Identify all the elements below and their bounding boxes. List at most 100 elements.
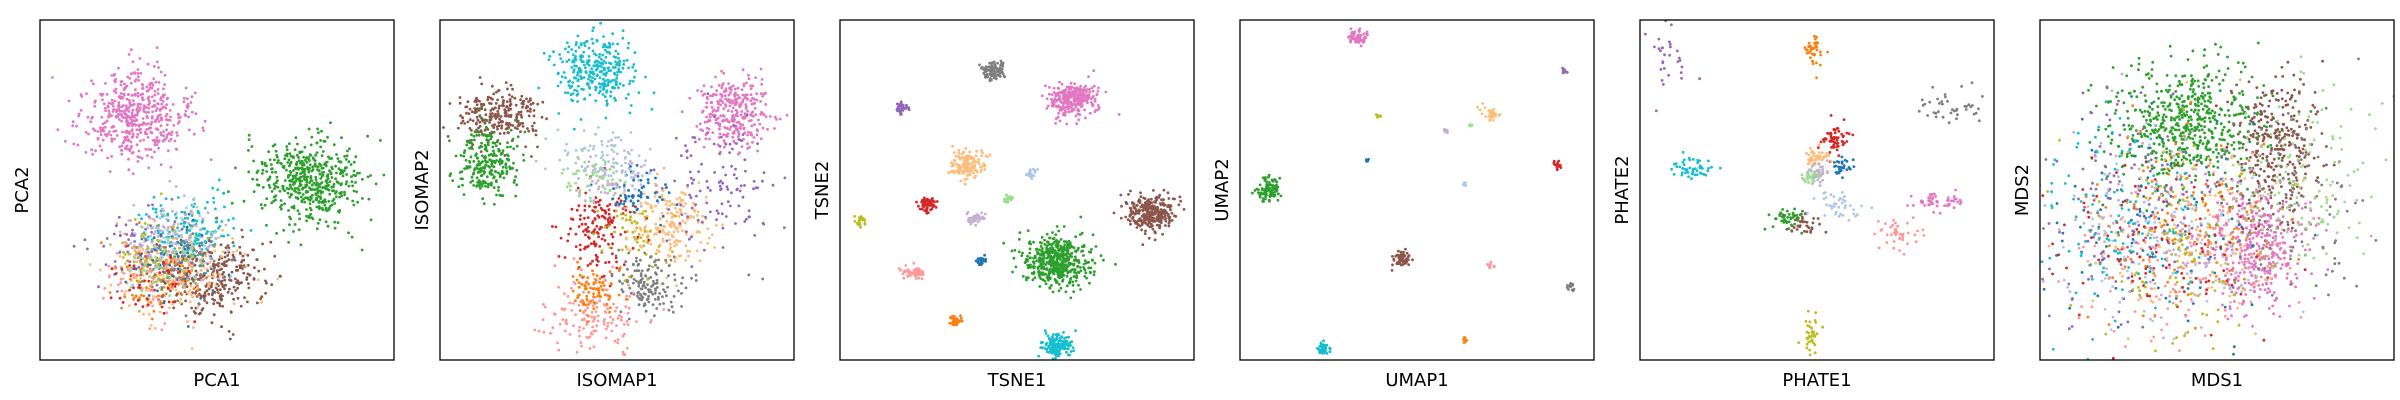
scatter-point bbox=[346, 197, 349, 200]
scatter-point bbox=[633, 210, 636, 214]
scatter-point bbox=[94, 149, 97, 153]
scatter-point bbox=[531, 101, 535, 105]
scatter-point bbox=[489, 96, 493, 100]
scatter-point bbox=[654, 204, 658, 208]
scatter-point bbox=[131, 108, 135, 112]
scatter-point bbox=[714, 75, 717, 79]
scatter-point bbox=[610, 143, 613, 147]
scatter-point bbox=[637, 154, 641, 158]
scatter-point bbox=[252, 159, 256, 163]
scatter-point bbox=[685, 150, 689, 153]
scatter-point bbox=[126, 124, 130, 128]
scatter-point bbox=[296, 197, 300, 201]
scatter-point bbox=[640, 245, 643, 249]
scatter-point bbox=[326, 224, 330, 228]
scatter-point bbox=[219, 281, 223, 284]
scatter-point bbox=[156, 238, 160, 242]
scatter-point bbox=[338, 172, 342, 176]
scatter-point bbox=[593, 52, 596, 56]
scatter-point bbox=[619, 212, 623, 216]
scatter-point bbox=[639, 236, 643, 240]
scatter-point bbox=[728, 104, 732, 108]
scatter-point bbox=[173, 300, 177, 304]
scatter-point bbox=[163, 73, 167, 77]
scatter-point bbox=[530, 155, 533, 158]
scatter-point bbox=[606, 182, 610, 186]
scatter-point bbox=[624, 161, 627, 165]
scatter-point bbox=[178, 272, 182, 276]
scatter-point bbox=[136, 91, 140, 95]
scatter-point bbox=[605, 288, 609, 292]
scatter-point bbox=[152, 103, 156, 107]
scatter-point bbox=[629, 199, 633, 203]
scatter-point bbox=[87, 132, 90, 136]
scatter-point bbox=[369, 218, 373, 222]
scatter-point bbox=[710, 233, 714, 237]
scatter-point bbox=[478, 99, 481, 103]
scatter-point bbox=[721, 82, 725, 85]
scatter-point bbox=[352, 203, 356, 207]
scatter-point bbox=[606, 179, 610, 183]
scatter-point bbox=[712, 142, 716, 146]
scatter-point bbox=[615, 324, 618, 327]
cluster-olive bbox=[591, 209, 677, 283]
scatter-point bbox=[213, 290, 217, 294]
scatter-point bbox=[734, 222, 737, 225]
scatter-point bbox=[150, 86, 154, 90]
scatter-point bbox=[207, 292, 211, 296]
scatter-point bbox=[592, 295, 595, 298]
scatter-point bbox=[1052, 256, 1055, 259]
scatter-point bbox=[626, 267, 629, 271]
scatter-point bbox=[111, 104, 115, 108]
scatter-point bbox=[113, 79, 116, 83]
scatter-point bbox=[138, 57, 142, 60]
scatter-point bbox=[747, 119, 751, 123]
scatter-point bbox=[717, 136, 721, 139]
scatter-point bbox=[726, 109, 730, 113]
scatter-point bbox=[283, 179, 287, 182]
scatter-point bbox=[144, 259, 147, 263]
scatter-point bbox=[654, 176, 657, 180]
scatter-point bbox=[603, 239, 607, 242]
scatter-point bbox=[319, 182, 322, 186]
scatter-point bbox=[637, 284, 641, 288]
scatter-point bbox=[576, 155, 580, 159]
scatter-point bbox=[609, 315, 612, 319]
scatter-point bbox=[115, 110, 118, 113]
scatter-point bbox=[695, 125, 699, 128]
scatter-point bbox=[345, 173, 348, 176]
scatter-point bbox=[159, 252, 163, 255]
scatter-point bbox=[627, 306, 631, 310]
scatter-point bbox=[675, 243, 678, 246]
scatter-point bbox=[586, 244, 590, 248]
scatter-point bbox=[643, 303, 647, 306]
scatter-point bbox=[643, 280, 646, 284]
scatter-point bbox=[206, 262, 210, 266]
scatter-point bbox=[1045, 261, 1049, 264]
scatter-point bbox=[544, 167, 547, 171]
scatter-point bbox=[567, 232, 571, 236]
scatter-point bbox=[585, 39, 589, 43]
scatter-point bbox=[602, 87, 606, 90]
scatter-point bbox=[730, 110, 734, 113]
scatter-point bbox=[180, 241, 183, 245]
scatter-point bbox=[575, 64, 578, 68]
scatter-point bbox=[720, 86, 724, 90]
scatter-point bbox=[139, 71, 143, 75]
scatter-point bbox=[748, 215, 751, 219]
scatter-point bbox=[176, 226, 180, 230]
scatter-point bbox=[162, 264, 166, 268]
scatter-point bbox=[149, 234, 153, 238]
scatter-point bbox=[756, 129, 760, 133]
scatter-point bbox=[344, 158, 348, 161]
scatter-point bbox=[720, 202, 724, 206]
scatter-point bbox=[574, 299, 577, 303]
scatter-point bbox=[570, 66, 574, 69]
scatter-point bbox=[114, 91, 118, 94]
scatter-point bbox=[507, 114, 511, 117]
scatter-point bbox=[572, 280, 576, 284]
scatter-point bbox=[632, 263, 635, 267]
scatter-point bbox=[591, 171, 595, 175]
scatter-point bbox=[292, 156, 295, 160]
scatter-point bbox=[319, 197, 323, 201]
